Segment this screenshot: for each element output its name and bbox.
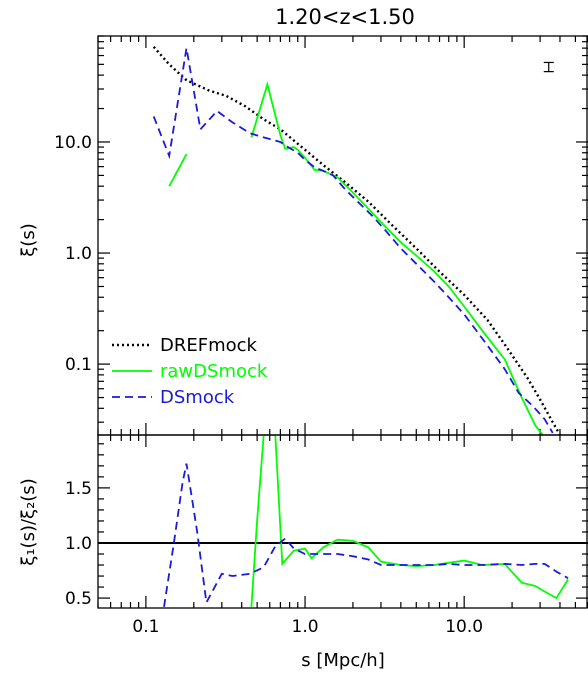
- top-y-tick-label: 0.1: [65, 355, 92, 375]
- legend-label-DREFmock: DREFmock: [160, 335, 258, 356]
- bottom-x-tick-label: 1.0: [292, 617, 319, 637]
- bottom-plot-frame: [97, 434, 588, 609]
- top-y-tick-label: 1.0: [65, 244, 92, 264]
- top-y-axis-title: ξ(s): [18, 223, 39, 256]
- bottom-y-tick-label: 1.0: [65, 534, 92, 554]
- top-series-group: [152, 46, 562, 435]
- legend-label-rawDSmock: rawDSmock: [160, 361, 268, 382]
- bottom-y-tick-label: 0.5: [65, 589, 92, 609]
- bottom-panel: 0.5 1.0 1.5 0.1 1.0 10.0: [65, 434, 588, 637]
- bottom-y-tick-label: 1.5: [65, 479, 92, 499]
- bottom-y-axis-title: ξ₁(s)/ξ₂(s): [18, 478, 39, 565]
- legend-label-DSmock: DSmock: [160, 387, 235, 408]
- bottom-x-tick-label: 0.1: [132, 617, 159, 637]
- top-panel: 0.1 1.0 10.0: [54, 35, 588, 436]
- bottom-series-group: [98, 435, 588, 608]
- legend: DREFmock rawDSmock DSmock: [112, 335, 268, 408]
- chart-title: 1.20<z<1.50: [275, 5, 415, 29]
- ratio-series-DSmock: [163, 463, 569, 608]
- series-rawDSmock: [250, 81, 545, 435]
- series-DSmock: [152, 47, 554, 434]
- series-DREFmock: [152, 46, 562, 435]
- ratio-series-rawDSmock: [250, 435, 569, 607]
- top-y-tick-label: 10.0: [54, 133, 92, 153]
- series-rawDSmock: [168, 153, 188, 187]
- x-axis-title: s [Mpc/h]: [301, 650, 384, 671]
- bottom-x-tick-label: 10.0: [445, 617, 483, 637]
